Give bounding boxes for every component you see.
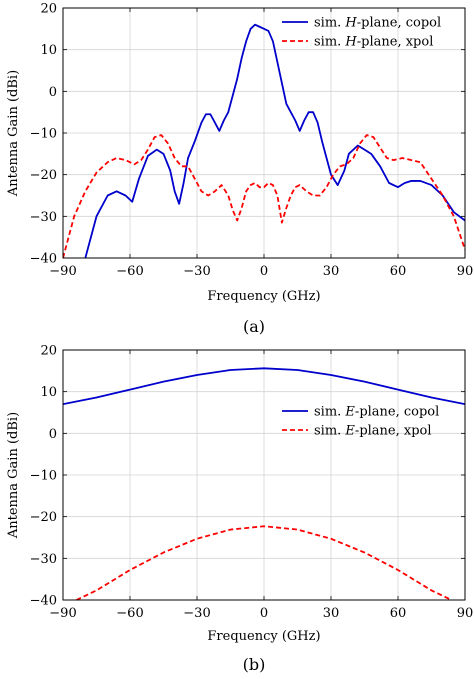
y-tick-label: 10 xyxy=(40,385,57,400)
x-tick-label: 30 xyxy=(323,606,340,621)
chart-a: −90 −60 −30 0 30 60 90 −40 −30 −20 −10 0 10 20 Frequen… xyxy=(6,2,473,337)
series-line-copol xyxy=(84,23,465,258)
chart-b: −90 −60 −30 0 30 60 90 −40 −30 −20 −10 0 10 20 Frequen… xyxy=(6,344,473,675)
legend-label: sim. E-plane, xpol xyxy=(314,424,432,439)
x-axis-label: Frequency (GHz) xyxy=(207,289,320,304)
series-line-xpol xyxy=(76,525,452,600)
y-tick-label: −10 xyxy=(30,127,57,142)
legend-label-suffix: -plane, copol xyxy=(355,405,439,420)
legend-label-prefix: sim. xyxy=(314,35,345,50)
y-tick-label: −20 xyxy=(30,168,57,183)
x-tick-label: −90 xyxy=(49,264,76,279)
x-tick-label: 90 xyxy=(457,606,474,621)
y-tick-label: −40 xyxy=(30,594,57,609)
y-tick-label: −30 xyxy=(30,552,57,567)
y-tick-label: 20 xyxy=(40,344,57,359)
legend-label: sim. H-plane, copol xyxy=(314,16,441,31)
figure-caption: (b) xyxy=(243,655,266,674)
x-tick-label: 0 xyxy=(260,606,268,621)
y-tick-label: 10 xyxy=(40,43,57,58)
x-tick-label: −30 xyxy=(183,606,210,621)
x-tick-label: −60 xyxy=(116,606,143,621)
legend-label-suffix: -plane, copol xyxy=(357,16,441,31)
legend-label-prefix: sim. xyxy=(314,405,345,420)
y-tick-label: 0 xyxy=(49,85,57,100)
legend-label-plane: H xyxy=(344,16,357,31)
x-tick-label: 90 xyxy=(457,264,474,279)
x-tick-label: 60 xyxy=(390,606,407,621)
x-tick-label: −30 xyxy=(183,264,210,279)
y-axis-label: Antenna Gain (dBi) xyxy=(6,412,21,539)
y-tick-label: −20 xyxy=(30,510,57,525)
x-tick-label: 60 xyxy=(390,264,407,279)
x-axis-label: Frequency (GHz) xyxy=(207,629,320,644)
y-tick-label: 0 xyxy=(49,427,57,442)
legend-label: sim. H-plane, xpol xyxy=(314,35,433,50)
legend-label-suffix: -plane, xpol xyxy=(357,35,434,50)
y-tick-label: −10 xyxy=(30,469,57,484)
legend-label-plane: E xyxy=(344,424,355,439)
x-tick-label: −60 xyxy=(116,264,143,279)
y-tick-label: 20 xyxy=(40,2,57,17)
series-line-xpol xyxy=(63,134,465,258)
legend-label-suffix: -plane, xpol xyxy=(355,424,432,439)
y-axis-label: Antenna Gain (dBi) xyxy=(6,70,21,197)
legend-label-plane: E xyxy=(344,405,355,420)
grid xyxy=(62,349,466,601)
y-tick-label: −30 xyxy=(30,210,57,225)
series-line-copol xyxy=(63,367,465,406)
x-tick-label: 0 xyxy=(260,264,268,279)
legend-label-plane: H xyxy=(344,35,357,50)
legend-label-prefix: sim. xyxy=(314,16,345,31)
legend-label: sim. E-plane, copol xyxy=(314,405,439,420)
x-tick-label: 30 xyxy=(323,264,340,279)
x-tick-label: −90 xyxy=(49,606,76,621)
figure-caption: (a) xyxy=(243,317,265,336)
legend-label-prefix: sim. xyxy=(314,424,345,439)
y-tick-label: −40 xyxy=(30,252,57,267)
